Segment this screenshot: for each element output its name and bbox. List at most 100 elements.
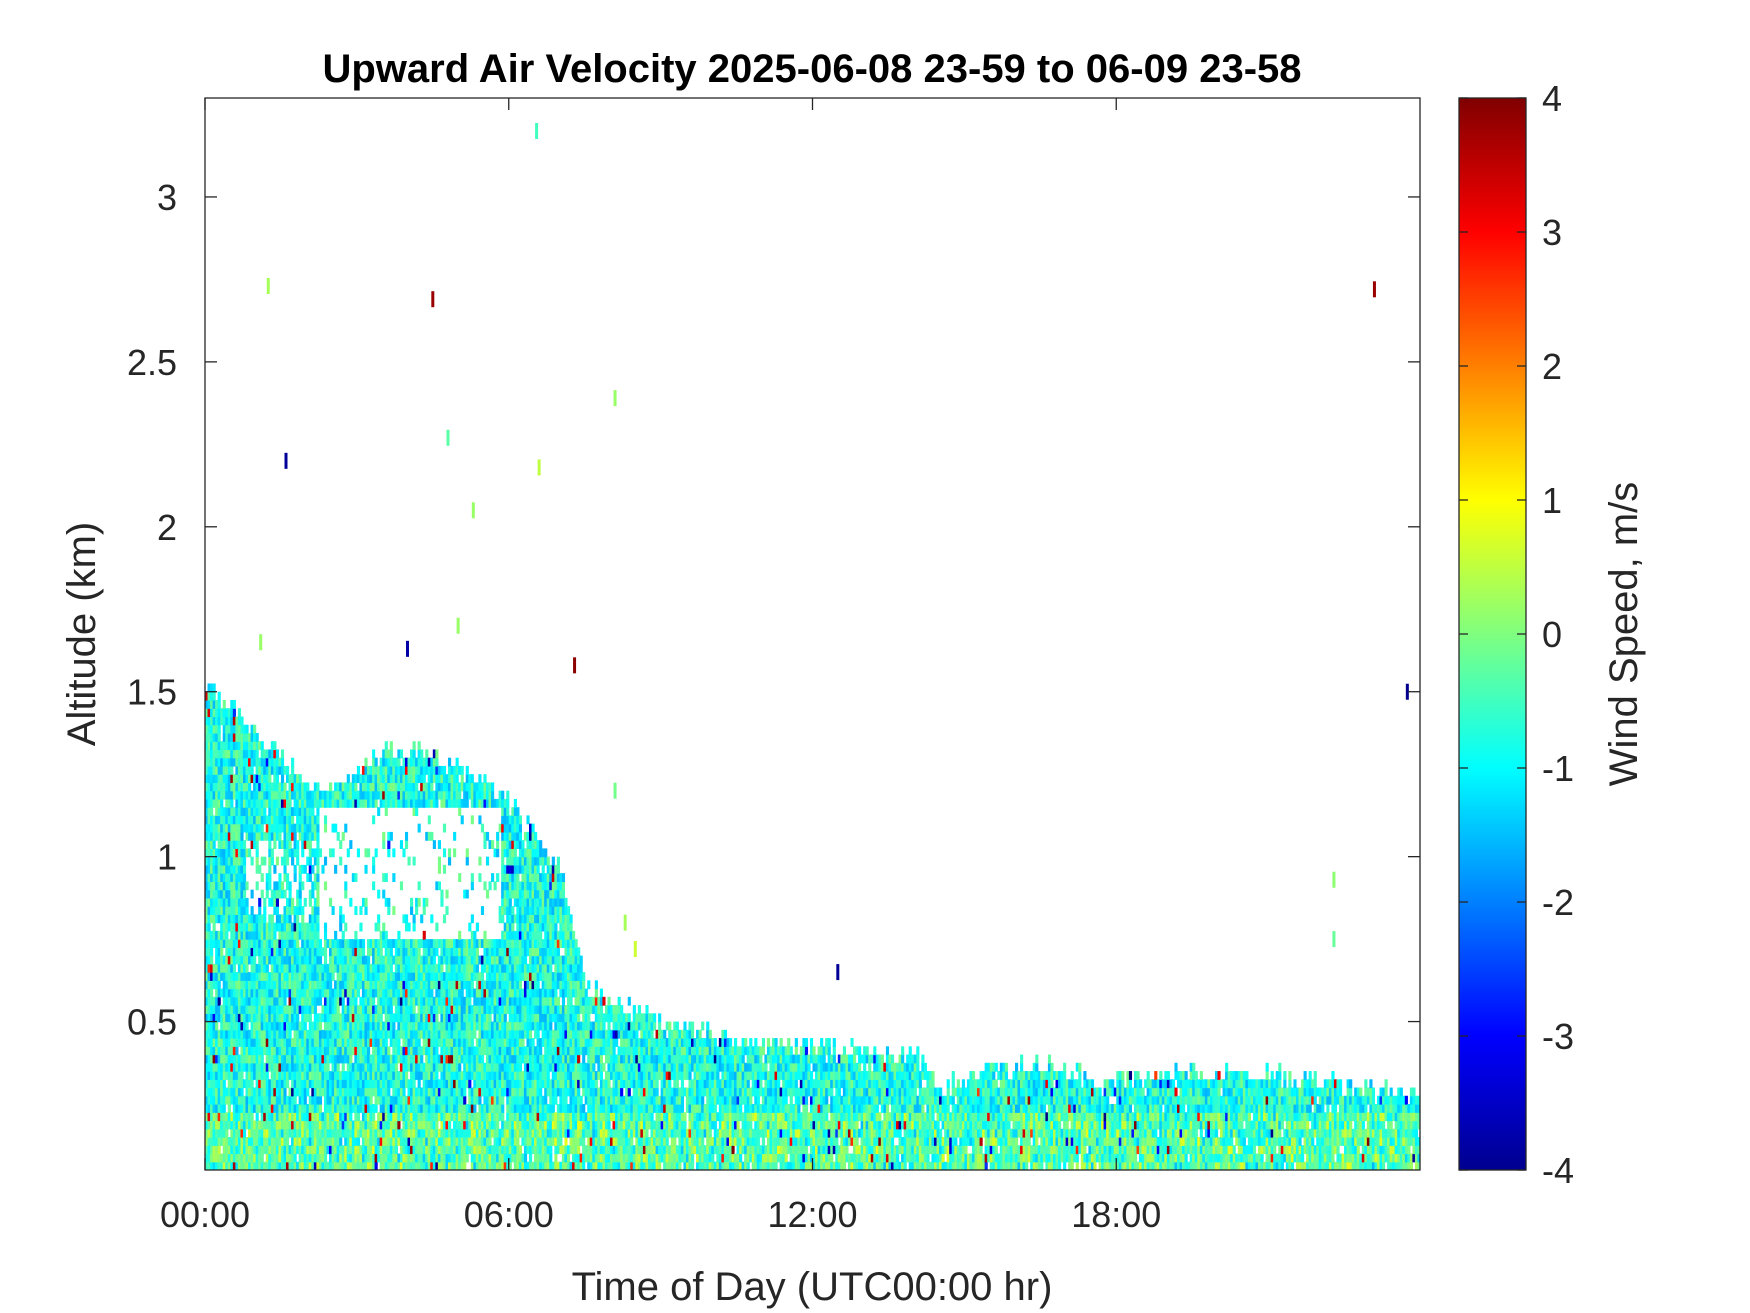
heatmap-cell (422, 1153, 426, 1163)
heatmap-cell (450, 1079, 454, 1089)
heatmap-cell (374, 1029, 378, 1039)
heatmap-cell (503, 1137, 507, 1146)
heatmap-cell (488, 947, 492, 957)
heatmap-cell (377, 1079, 381, 1089)
heatmap-cell (341, 1054, 345, 1064)
heatmap-cell (503, 848, 507, 858)
heatmap-cell (225, 1005, 229, 1014)
heatmap-cell (437, 988, 441, 998)
heatmap-cell (207, 1021, 211, 1031)
heatmap-cell (263, 914, 267, 924)
heatmap-cell (230, 1161, 234, 1170)
heatmap-cell (389, 831, 393, 841)
heatmap-cell (435, 988, 439, 998)
heatmap-cell (212, 831, 216, 841)
heatmap-cell (349, 988, 353, 998)
heatmap-cell (483, 1071, 487, 1080)
heatmap-cell (222, 939, 226, 948)
heatmap-cell (296, 1079, 300, 1089)
heatmap-cell (377, 889, 381, 899)
heatmap-cell (296, 922, 300, 932)
heatmap-cell (503, 823, 507, 833)
heatmap-cell (379, 1120, 383, 1130)
heatmap-cell (323, 988, 328, 998)
heatmap-cell (432, 1071, 436, 1080)
heatmap-cell (430, 963, 434, 973)
heatmap-cell (237, 848, 242, 858)
heatmap-cell (465, 1120, 469, 1130)
heatmap-cell (503, 807, 507, 817)
heatmap-cell (253, 1038, 257, 1047)
heatmap-cell (245, 757, 249, 767)
heatmap-cell (410, 1054, 414, 1064)
heatmap-cell (326, 1120, 330, 1130)
heatmap-cell (248, 1038, 252, 1047)
heatmap-cell (225, 807, 229, 817)
heatmap-cell (488, 1062, 492, 1072)
heatmap-cell (215, 798, 219, 808)
heatmap-cell (230, 939, 234, 948)
heatmap-cell (232, 724, 236, 734)
heatmap-cell (240, 782, 244, 792)
heatmap-cell (506, 972, 510, 981)
heatmap-cell (430, 765, 434, 775)
heatmap-cell (455, 1161, 459, 1170)
heatmap-cell (513, 873, 517, 882)
heatmap-cell (493, 1087, 497, 1097)
heatmap-cell (374, 1071, 378, 1080)
heatmap-cell (253, 930, 257, 940)
heatmap-cell (516, 963, 520, 973)
heatmap-cell (513, 864, 517, 874)
heatmap-cell (230, 1112, 234, 1122)
heatmap-cell (232, 774, 236, 784)
heatmap-cell (308, 1029, 312, 1039)
heatmap-cell (420, 988, 424, 998)
heatmap-cell (356, 1038, 360, 1047)
heatmap-cell (518, 1038, 522, 1047)
heatmap-cell (382, 798, 386, 808)
heatmap-cell (270, 815, 274, 825)
heatmap-cell (268, 749, 272, 759)
heatmap-cell (402, 1029, 406, 1039)
heatmap-cell (270, 1153, 274, 1163)
heatmap-cell (275, 1013, 280, 1023)
heatmap-cell (389, 1054, 393, 1064)
heatmap-cell (460, 947, 464, 957)
heatmap-cell (379, 790, 383, 800)
heatmap-cell (210, 724, 214, 734)
heatmap-cell (430, 1013, 434, 1023)
heatmap-cell (293, 873, 297, 882)
heatmap-cell (275, 972, 280, 981)
heatmap-cell (288, 914, 292, 924)
heatmap-cell (448, 757, 452, 767)
heatmap-cell (225, 1120, 229, 1130)
heatmap-cell (321, 1128, 325, 1138)
heatmap-cell (521, 856, 525, 866)
heatmap-cell (240, 1120, 244, 1130)
heatmap-cell (516, 1161, 520, 1170)
heatmap-cell (455, 1029, 459, 1039)
heatmap-cell (318, 1087, 323, 1097)
heatmap-cell (506, 906, 510, 915)
heatmap-cell (493, 1079, 497, 1089)
heatmap-cell (463, 1013, 467, 1023)
heatmap-cell (516, 840, 520, 849)
heatmap-cell (283, 823, 287, 833)
heatmap-cell (326, 1087, 330, 1097)
heatmap-cell (288, 972, 292, 981)
heatmap-cell (227, 1054, 231, 1064)
heatmap-cell (430, 1062, 434, 1072)
heatmap-cell (483, 1112, 487, 1122)
heatmap-cell (207, 881, 211, 891)
heatmap-cell (468, 1112, 472, 1122)
heatmap-cell (232, 749, 236, 759)
heatmap-cell (349, 1145, 353, 1155)
heatmap-cell (361, 1071, 366, 1080)
heatmap-cell (250, 732, 254, 742)
heatmap-cell (432, 939, 436, 948)
heatmap-cell (354, 906, 358, 915)
heatmap-cell (379, 947, 383, 957)
heatmap-cell (346, 1128, 350, 1138)
heatmap-cell (296, 1120, 300, 1130)
heatmap-cell (387, 1161, 391, 1170)
